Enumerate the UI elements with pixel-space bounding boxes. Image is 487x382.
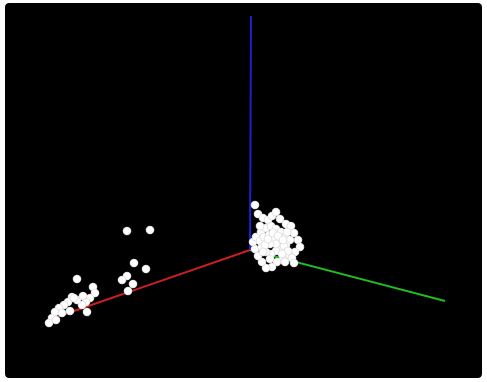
data-point xyxy=(275,214,285,224)
z-axis-line xyxy=(249,15,252,251)
data-point xyxy=(289,258,299,268)
data-point xyxy=(78,291,88,301)
data-point xyxy=(265,254,275,264)
data-point xyxy=(123,286,133,296)
data-point xyxy=(128,279,138,289)
data-point xyxy=(257,257,267,267)
data-point xyxy=(277,249,287,259)
points-group xyxy=(44,200,305,328)
data-point xyxy=(65,306,75,316)
data-point xyxy=(82,307,92,317)
x-axis-line xyxy=(47,249,251,321)
data-point xyxy=(141,264,151,274)
data-point xyxy=(258,247,268,257)
data-point xyxy=(72,274,82,284)
plot-viewport[interactable] xyxy=(5,3,482,378)
data-point xyxy=(51,315,61,325)
data-point xyxy=(289,228,299,238)
data-point xyxy=(122,226,132,236)
data-point xyxy=(261,263,271,273)
data-point xyxy=(250,200,260,210)
data-point xyxy=(129,258,139,268)
axes-group xyxy=(47,15,446,321)
data-point xyxy=(282,227,292,237)
data-point xyxy=(69,293,79,303)
data-point xyxy=(263,234,273,244)
data-point xyxy=(280,257,290,267)
scatter-3d-plot[interactable] xyxy=(5,3,482,378)
data-point xyxy=(145,225,155,235)
data-point xyxy=(255,221,265,231)
data-point xyxy=(57,308,67,318)
data-point xyxy=(271,207,281,217)
data-point xyxy=(117,275,127,285)
data-point xyxy=(278,235,288,245)
